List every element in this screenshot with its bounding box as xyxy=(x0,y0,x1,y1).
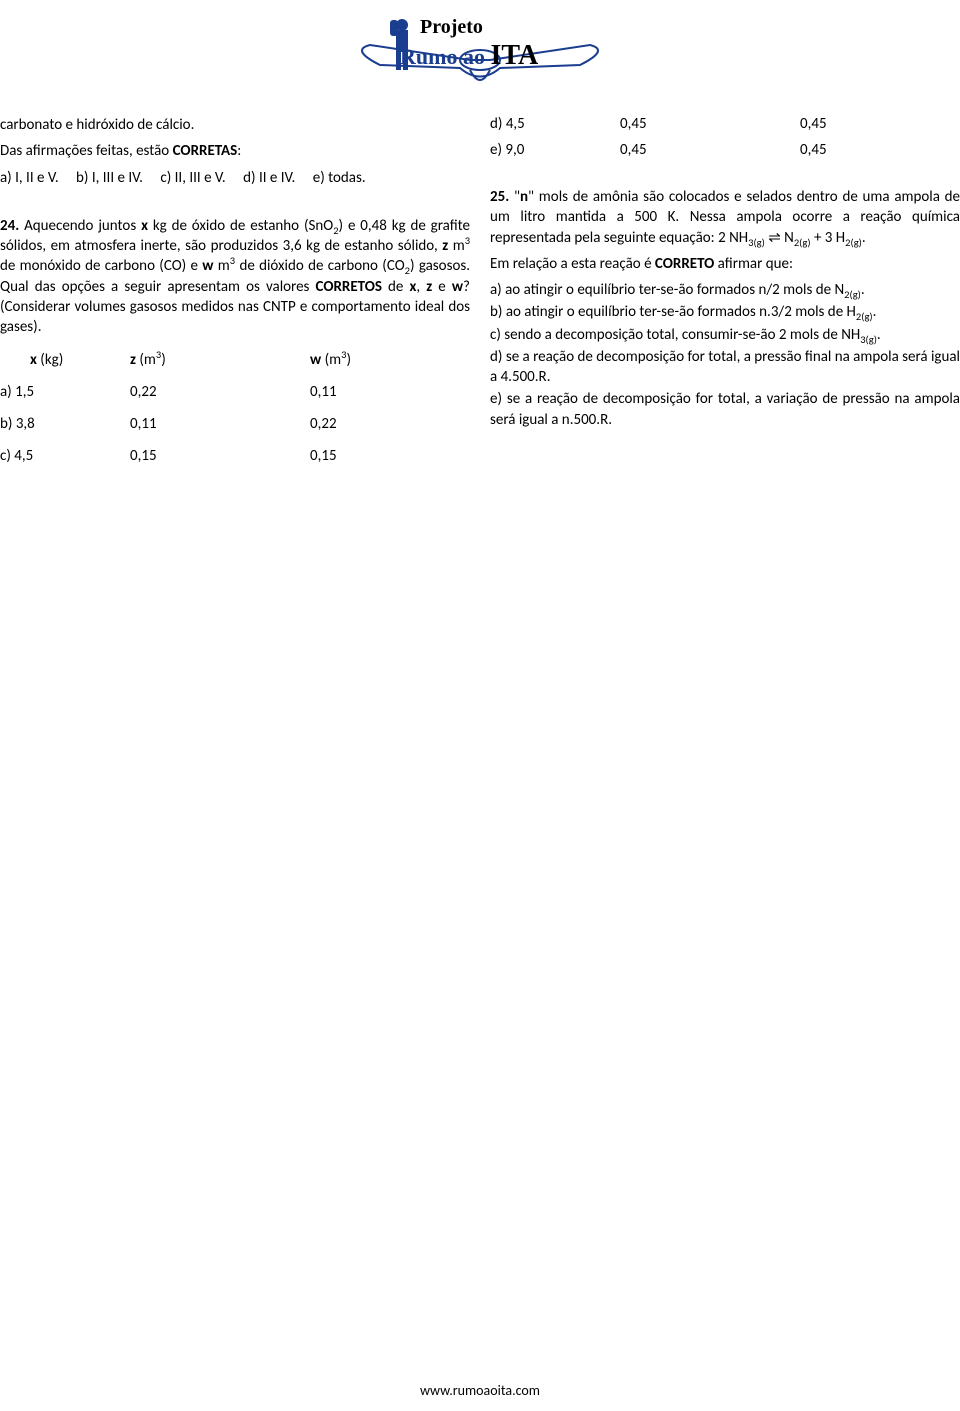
q24: 24. Aquecendo juntos x kg de óxido de es… xyxy=(0,216,470,466)
q24-t10: , xyxy=(416,278,426,296)
q24-h-c3-end: ) xyxy=(346,351,351,369)
prev-q-stmt-bold: CORRETAS xyxy=(173,142,238,160)
q25-a-pre: a) ao atingir o equilíbrio ter-se-ão for… xyxy=(490,281,844,299)
logo: Projeto Rumo ao ITA xyxy=(340,10,620,90)
q24-row-a: a) 1,5 0,22 0,11 xyxy=(0,383,470,401)
q24-b-z: 0,11 xyxy=(130,415,310,433)
q25-opt-d: d) se a reação de decomposição for total… xyxy=(490,347,960,388)
q24-h-c2-post: (m xyxy=(136,351,156,369)
q24-t5: de monóxido de carbono (CO) e xyxy=(0,257,202,275)
logo-text-projeto: Projeto xyxy=(420,16,483,39)
q24-c-label: c) 4,5 xyxy=(0,447,130,465)
q24-row-b: b) 3,8 0,11 0,22 xyxy=(0,415,470,433)
q25-b-post: . xyxy=(873,303,877,321)
logo-text-rumo-prefix: Rumo ao xyxy=(400,44,490,69)
q25-sub1: 3(g) xyxy=(748,236,765,249)
q24-h-c2: z (m3) xyxy=(130,351,310,369)
q24-d-z: 0,45 xyxy=(620,115,800,133)
q25-stmt-post: afirmar que: xyxy=(714,255,793,273)
q25-t1: " xyxy=(509,188,520,206)
opt-e: e) todas. xyxy=(313,168,366,188)
opt-c: c) II, III e V. xyxy=(160,168,225,188)
prev-q-tail: carbonato e hidróxido de cálcio. xyxy=(0,115,470,135)
q24-b-w: 0,22 xyxy=(310,415,470,433)
opt-b: b) I, III e IV. xyxy=(76,168,143,188)
q24-e-label: e) 9,0 xyxy=(490,141,620,159)
prev-q-options: a) I, II e V. b) I, III e IV. c) II, III… xyxy=(0,168,470,188)
prev-q-stmt-suf: : xyxy=(237,142,241,160)
q24-t6: m xyxy=(213,257,229,275)
q24-t11: e xyxy=(432,278,452,296)
q24-t9: de xyxy=(382,278,410,296)
q24-corretos: CORRETOS xyxy=(316,278,382,296)
q24-w: w xyxy=(202,257,213,275)
q25-c-post: . xyxy=(877,326,881,344)
q25-t2: " mols de amônia são colocados e selados… xyxy=(490,188,960,247)
q25-arrow: ⇌ xyxy=(765,229,784,247)
q25-t5: . xyxy=(862,229,866,247)
column-right: d) 4,5 0,45 0,45 e) 9,0 0,45 0,45 25. "n… xyxy=(490,115,960,432)
q25-opt-c: c) sendo a decomposição total, consumir-… xyxy=(490,325,960,345)
q24-sup1: 3 xyxy=(465,234,470,247)
logo-text-ita: ITA xyxy=(490,40,538,71)
q24-h-c3-w: w xyxy=(310,351,321,369)
q24-x: x xyxy=(141,217,148,235)
q25: 25. "n" mols de amônia são colocados e s… xyxy=(490,187,960,430)
q25-body: 25. "n" mols de amônia são colocados e s… xyxy=(490,187,960,248)
q25-c-sub: 3(g) xyxy=(860,333,877,346)
q25-t3: N xyxy=(784,229,794,247)
prev-q-stmt: Das afirmações feitas, estão CORRETAS: xyxy=(0,141,470,161)
q24-a-w: 0,11 xyxy=(310,383,470,401)
header-logo-wrap: Projeto Rumo ao ITA xyxy=(0,0,960,115)
q25-opt-e: e) se a reação de decomposição for total… xyxy=(490,389,960,430)
q24-c-w: 0,15 xyxy=(310,447,470,465)
q24-h-c3-post: (m xyxy=(321,351,341,369)
q24-t4: m xyxy=(448,237,465,255)
q25-a-sub: 2(g) xyxy=(844,288,861,301)
q25-correto: CORRETO xyxy=(655,255,714,273)
q25-t4: + 3 H xyxy=(811,229,846,247)
q25-num: 25. xyxy=(490,188,509,206)
q25-c-pre: c) sendo a decomposição total, consumir-… xyxy=(490,326,860,344)
q25-sub2: 2(g) xyxy=(794,236,811,249)
q24-t2: kg de óxido de estanho (SnO xyxy=(148,217,333,235)
q24-d-label: d) 4,5 xyxy=(490,115,620,133)
q24-row-d: d) 4,5 0,45 0,45 xyxy=(490,115,960,133)
q25-b-sub: 2(g) xyxy=(856,310,873,323)
logo-text-rumo: Rumo ao ITA xyxy=(400,40,538,72)
prev-q-stmt-pre: Das afirmações feitas, estão xyxy=(0,142,173,160)
q25-stmt: Em relação a esta reação é CORRETO afirm… xyxy=(490,254,960,274)
q24-h-c1-post: (kg) xyxy=(37,351,63,369)
opt-d: d) II e IV. xyxy=(243,168,295,188)
column-left: carbonato e hidróxido de cálcio. Das afi… xyxy=(0,115,470,479)
q24-e-z: 0,45 xyxy=(620,141,800,159)
q24-row-c: c) 4,5 0,15 0,15 xyxy=(0,447,470,465)
q24-h-c1: x (kg) xyxy=(0,351,130,369)
q24-t1: Aquecendo juntos xyxy=(19,217,141,235)
q25-a-post: . xyxy=(861,281,865,299)
q24-num: 24. xyxy=(0,217,19,235)
q24-w2: w xyxy=(452,278,463,296)
q24-a-label: a) 1,5 xyxy=(0,383,130,401)
opt-a: a) I, II e V. xyxy=(0,168,59,188)
q24-c-z: 0,15 xyxy=(130,447,310,465)
q24-t7: de dióxido de carbono (CO xyxy=(235,257,405,275)
q24-h-c3: w (m3) xyxy=(310,351,470,369)
q24-row-e: e) 9,0 0,45 0,45 xyxy=(490,141,960,159)
q24-a-z: 0,22 xyxy=(130,383,310,401)
q24-body: 24. Aquecendo juntos x kg de óxido de es… xyxy=(0,216,470,338)
q24-b-label: b) 3,8 xyxy=(0,415,130,433)
q24-d-w: 0,45 xyxy=(800,115,960,133)
q25-n: n xyxy=(520,188,528,206)
q25-stmt-pre: Em relação a esta reação é xyxy=(490,255,655,273)
q25-opt-b: b) ao atingir o equilíbrio ter-se-ão for… xyxy=(490,302,960,322)
q24-h-c2-end: ) xyxy=(161,351,166,369)
footer-url: www.rumoaoita.com xyxy=(0,1382,960,1399)
q25-b-pre: b) ao atingir o equilíbrio ter-se-ão for… xyxy=(490,303,856,321)
q25-opt-a: a) ao atingir o equilíbrio ter-se-ão for… xyxy=(490,280,960,300)
q25-sub3: 2(g) xyxy=(845,236,862,249)
q24-h-c1-x: x xyxy=(30,351,37,369)
q24-e-w: 0,45 xyxy=(800,141,960,159)
q24-table-header: x (kg) z (m3) w (m3) xyxy=(0,351,470,369)
